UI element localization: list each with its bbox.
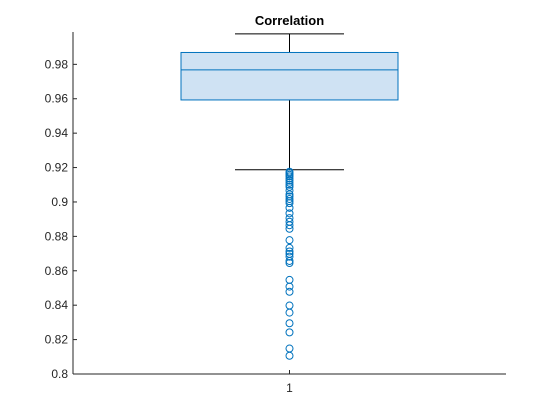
outlier-point xyxy=(285,221,294,230)
y-tick-label: 0.94 xyxy=(45,126,69,140)
outlier-point xyxy=(285,351,294,360)
y-tick-label: 0.86 xyxy=(45,264,69,278)
outlier-point xyxy=(285,176,294,185)
outlier-point xyxy=(285,224,294,233)
outlier-point xyxy=(285,199,294,208)
outlier-point xyxy=(285,319,294,328)
outlier-point xyxy=(285,174,294,183)
outlier-point xyxy=(285,287,294,296)
outlier-point xyxy=(285,195,294,204)
y-tick-label: 0.92 xyxy=(45,161,69,175)
iqr-box xyxy=(180,51,399,101)
outlier-point xyxy=(285,308,294,317)
outlier-point xyxy=(285,236,294,245)
x-tick-label: 1 xyxy=(286,381,293,395)
y-tick-label: 0.82 xyxy=(45,333,69,347)
outlier-point xyxy=(285,209,294,218)
outlier-point xyxy=(285,180,294,189)
y-tick-label: 0.96 xyxy=(45,92,69,106)
chart-title: Correlation xyxy=(255,13,324,28)
outlier-point xyxy=(285,328,294,337)
outlier-point xyxy=(285,282,294,291)
outlier-point xyxy=(285,301,294,310)
y-tick-label: 0.88 xyxy=(45,229,69,243)
outlier-point xyxy=(285,182,294,191)
y-tick-label: 0.84 xyxy=(45,298,69,312)
outlier-point xyxy=(285,247,294,256)
y-tick-label: 0.98 xyxy=(45,57,69,71)
outlier-point xyxy=(285,256,294,265)
outlier-point xyxy=(285,344,294,353)
outlier-point xyxy=(285,186,294,195)
outlier-point xyxy=(285,259,294,268)
outlier-point xyxy=(285,203,294,212)
outlier-point xyxy=(285,178,294,187)
y-tick-label: 0.9 xyxy=(51,195,68,209)
outlier-point xyxy=(285,172,294,181)
outlier-point xyxy=(285,275,294,284)
outlier-point xyxy=(285,243,294,252)
y-tick-label: 0.8 xyxy=(51,367,68,381)
outlier-point xyxy=(285,252,294,261)
